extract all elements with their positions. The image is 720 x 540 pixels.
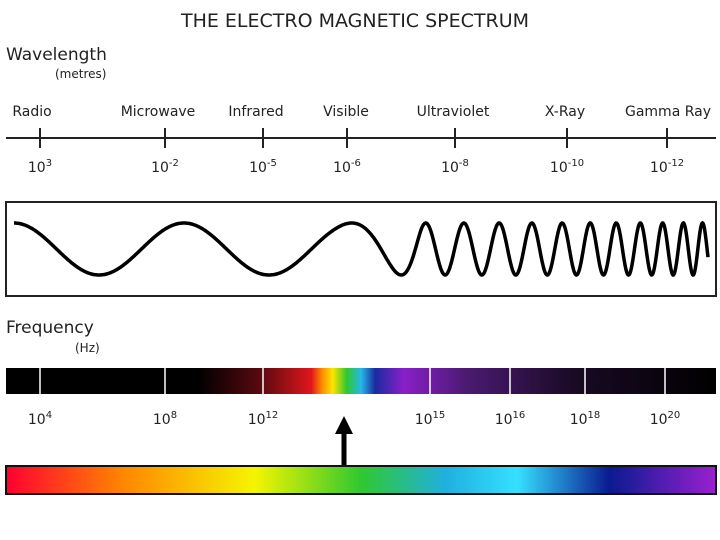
frequency-value-exponent: 12 bbox=[266, 410, 279, 421]
frequency-value: 108 bbox=[153, 410, 177, 428]
frequency-value-exponent: 8 bbox=[171, 410, 177, 421]
frequency-value-base: 10 bbox=[28, 412, 46, 428]
wavelength-value-base: 10 bbox=[249, 160, 267, 176]
wavelength-value-base: 10 bbox=[441, 160, 459, 176]
wavelength-value-exponent: -5 bbox=[267, 158, 277, 169]
band-name: Gamma Ray bbox=[625, 104, 711, 120]
wavelength-value-exponent: -12 bbox=[668, 158, 684, 169]
wavelength-label: Wavelength bbox=[6, 45, 107, 65]
wavelength-value: 10-5 bbox=[249, 158, 277, 176]
frequency-value: 1012 bbox=[248, 410, 279, 428]
frequency-value-exponent: 18 bbox=[588, 410, 601, 421]
wavelength-value-base: 10 bbox=[333, 160, 351, 176]
frequency-value-base: 10 bbox=[650, 412, 668, 428]
frequency-value-exponent: 4 bbox=[46, 410, 52, 421]
frequency-label: Frequency bbox=[6, 318, 94, 338]
band-name: X-Ray bbox=[545, 104, 585, 120]
wavelength-value: 10-10 bbox=[550, 158, 584, 176]
frequency-value-exponent: 20 bbox=[668, 410, 681, 421]
wavelength-value-base: 10 bbox=[550, 160, 568, 176]
band-name: Infrared bbox=[228, 104, 283, 120]
wavelength-value: 10-8 bbox=[441, 158, 469, 176]
wavelength-value-exponent: -8 bbox=[459, 158, 469, 169]
frequency-value: 1018 bbox=[570, 410, 601, 428]
band-name: Radio bbox=[12, 104, 51, 120]
visible-spectrum-bar bbox=[5, 465, 717, 495]
wavelength-value-base: 10 bbox=[650, 160, 668, 176]
wavelength-value-base: 10 bbox=[151, 160, 169, 176]
frequency-value-base: 10 bbox=[415, 412, 433, 428]
frequency-unit: (Hz) bbox=[75, 341, 100, 355]
frequency-value: 1020 bbox=[650, 410, 681, 428]
frequency-value-base: 10 bbox=[153, 412, 171, 428]
wavelength-value: 10-6 bbox=[333, 158, 361, 176]
frequency-bar bbox=[6, 368, 716, 394]
wavelength-value-exponent: -2 bbox=[169, 158, 179, 169]
frequency-value-base: 10 bbox=[570, 412, 588, 428]
frequency-value-base: 10 bbox=[495, 412, 513, 428]
wave bbox=[14, 220, 710, 278]
wavelength-value-exponent: 3 bbox=[46, 158, 52, 169]
wavelength-value: 103 bbox=[28, 158, 52, 176]
wavelength-value-exponent: -10 bbox=[568, 158, 584, 169]
band-name: Ultraviolet bbox=[417, 104, 490, 120]
frequency-value-base: 10 bbox=[248, 412, 266, 428]
wavelength-value: 10-2 bbox=[151, 158, 179, 176]
frequency-value: 1016 bbox=[495, 410, 526, 428]
wavelength-value-exponent: -6 bbox=[351, 158, 361, 169]
arrow-head bbox=[335, 416, 353, 434]
wavelength-unit: (metres) bbox=[55, 67, 106, 81]
band-name: Microwave bbox=[121, 104, 196, 120]
frequency-value-exponent: 16 bbox=[513, 410, 526, 421]
frequency-value-exponent: 15 bbox=[433, 410, 446, 421]
frequency-value: 104 bbox=[28, 410, 52, 428]
frequency-value: 1015 bbox=[415, 410, 446, 428]
band-name: Visible bbox=[323, 104, 369, 120]
wavelength-value-base: 10 bbox=[28, 160, 46, 176]
title: THE ELECTRO MAGNETIC SPECTRUM bbox=[180, 10, 529, 32]
wavelength-value: 10-12 bbox=[650, 158, 684, 176]
